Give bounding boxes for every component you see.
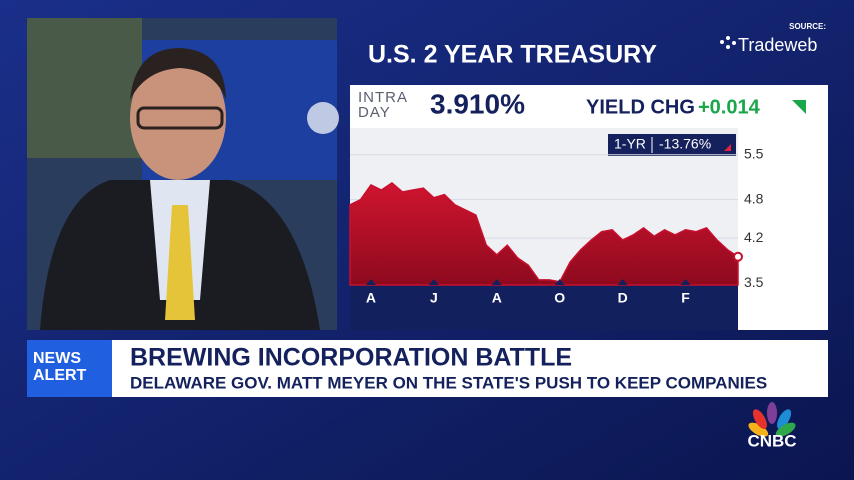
y-tick-label: 3.5 [744,274,764,290]
change-indicator [792,100,806,114]
cnbc-peacock [748,402,796,437]
headline: BREWING INCORPORATION BATTLE [130,344,572,372]
period-box [608,134,736,156]
tradeweb-logo [720,36,736,49]
x-tick-label: O [554,290,565,306]
x-tick-mark [428,279,439,285]
video-feed [27,18,339,330]
x-axis-band [350,285,738,330]
y-tick-label: 5.5 [744,145,764,161]
x-tick-label: A [492,290,502,306]
x-tick-label: D [618,290,628,306]
x-tick-mark [617,279,628,285]
last-point [733,251,743,262]
source-name: Tradeweb [738,35,817,55]
period-change: -13.76% [659,136,711,152]
x-tick-mark [680,279,691,285]
subhead: DELAWARE GOV. MATT MEYER ON THE STATE'S … [130,373,767,392]
headline-bar [112,340,828,397]
y-tick-label: 4.2 [744,229,764,245]
x-tick-label: J [430,290,438,306]
y-tick-label: 4.8 [744,190,764,206]
x-tick-mark [554,279,565,285]
x-tick-label: A [366,290,376,306]
period-indicator [724,144,731,151]
network-name: CNBC [747,431,796,450]
x-tick-mark [365,279,376,285]
news-alert-box [27,340,112,397]
x-tick-mark [491,279,502,285]
intraday-label: INTRA DAY [358,89,408,121]
yield-change: +0.014 [698,96,761,118]
news-alert-tag: NEWS ALERT [33,350,87,384]
period-label: 1-YR [614,136,646,152]
intraday-yield: 3.910% [430,88,525,119]
yield-change-label: YIELD CHG [586,96,695,118]
quote-bar [350,85,828,128]
source-label: SOURCE: [789,22,826,31]
area [349,182,739,286]
x-tick-label: F [681,290,690,306]
chart-title: U.S. 2 YEAR TREASURY [368,41,657,69]
